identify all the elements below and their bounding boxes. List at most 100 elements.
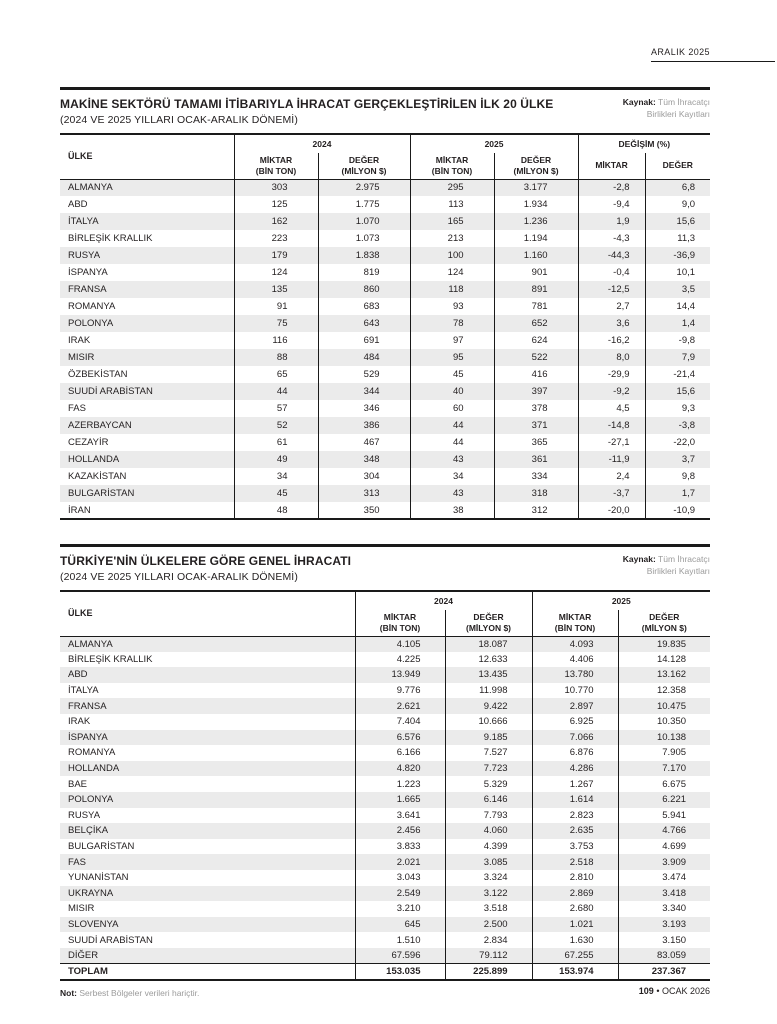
value-cell: 2.518 (531, 854, 619, 870)
value-cell: 1.073 (317, 230, 411, 247)
country-cell: FRANSA (68, 284, 107, 295)
col-header-value-2025: DEĞER (MİLYON $) (617, 610, 711, 636)
value-cell: 11,3 (644, 230, 711, 247)
country-cell: ABD (68, 669, 88, 681)
value-cell: 2.456 (354, 823, 445, 839)
value-cell: 15,6 (644, 383, 711, 400)
section-titles: MAKİNE SEKTÖRÜ TAMAMI İTİBARIYLA İHRACAT… (60, 97, 553, 126)
country-cell: İTALYA (68, 685, 99, 697)
value-cell: 1.236 (493, 213, 579, 230)
value-cell: 397 (493, 383, 579, 400)
table-row: ROMANYA 6.166 7.527 6.876 7.905 (60, 745, 711, 761)
value-cell: 624 (493, 332, 579, 349)
country-cell: YUNANİSTAN (68, 872, 129, 884)
country-cell: AZERBAYCAN (68, 420, 132, 431)
country-cell: ROMANYA (68, 747, 116, 759)
value-cell: 125 (233, 196, 318, 213)
table-header: ÜLKE 2024 2025 MİKTAR (BİN TON) DEĞER (MİL… (60, 591, 711, 636)
value-cell: 116 (233, 332, 318, 349)
section-head: MAKİNE SEKTÖRÜ TAMAMI İTİBARIYLA İHRACAT… (60, 87, 710, 133)
value-cell: 312 (493, 502, 579, 519)
total-row: TOPLAM 153.035 225.899 153.974 237.367 (60, 962, 711, 981)
value-cell: -22,0 (644, 434, 711, 451)
value-cell: 4.093 (531, 636, 619, 652)
value-cell: 49 (233, 451, 318, 468)
value-cell: 83.059 (617, 947, 711, 964)
table-row: AZERBAYCAN 52 386 44 371 -14,8 -3,8 (60, 417, 711, 434)
country-cell: SUUDİ ARABİSTAN (68, 934, 153, 946)
country-cell: İRAN (68, 504, 91, 516)
value-cell: 3,6 (577, 315, 646, 332)
table-row: BİRLEŞİK KRALLIK 4.225 12.633 4.406 14.128 (60, 651, 711, 668)
col-group-2024: 2024 (233, 134, 411, 153)
table-row: SUUDİ ARABİSTAN 1.510 2.834 1.630 3.150 (60, 932, 711, 948)
value-cell: 2.549 (354, 885, 445, 902)
table-row: ABD 13.949 13.435 13.780 13.162 (60, 667, 711, 683)
value-cell: 3.193 (617, 916, 711, 933)
value-cell: 6.146 (444, 791, 533, 808)
value-cell: 303 (233, 179, 318, 196)
country-cell: DİĞER (68, 949, 99, 961)
country-cell: FAS (68, 403, 86, 414)
value-cell: 3.418 (617, 885, 711, 902)
table-row: BAE 1.223 5.329 1.267 6.675 (60, 776, 711, 792)
table-row: İTALYA 162 1.070 165 1.236 1,9 15,6 (60, 213, 711, 230)
country-cell: ÖZBEKİSTAN (68, 369, 128, 380)
value-cell: 2.834 (444, 932, 533, 948)
value-cell: 6.876 (531, 745, 619, 761)
table-row: UKRAYNA 2.549 3.122 2.869 3.418 (60, 885, 711, 902)
section-head: TÜRKİYE'NİN ÜLKELERE GÖRE GENEL İHRACATI… (60, 544, 710, 590)
value-cell: 7.723 (444, 760, 533, 777)
value-cell: 60 (409, 400, 495, 417)
value-cell: 10.350 (617, 713, 711, 730)
value-cell: 1.838 (317, 247, 411, 264)
value-cell: 165 (409, 213, 495, 230)
value-cell: 2.975 (317, 179, 411, 196)
section-general-exports: TÜRKİYE'NİN ÜLKELERE GÖRE GENEL İHRACATI… (60, 544, 711, 999)
value-cell: 522 (493, 349, 579, 366)
value-cell: 2.635 (531, 823, 619, 839)
value-cell: 4.699 (617, 838, 711, 855)
value-cell: 65 (233, 366, 318, 383)
value-cell: 1.194 (493, 230, 579, 247)
footnote-label: Not: (60, 988, 77, 999)
col-header-amount-2025: MİKTAR (BİN TON) (531, 610, 619, 636)
col-group-2025: 2025 (409, 134, 579, 153)
value-cell: 44 (409, 434, 495, 451)
value-cell: 9,3 (644, 400, 711, 417)
value-cell: 124 (409, 264, 495, 281)
value-cell: -10,9 (644, 502, 711, 519)
country-cell: FAS (68, 856, 86, 868)
value-cell: -16,2 (577, 332, 646, 349)
value-cell: 52 (233, 417, 318, 434)
issue-label: ARALIK 2025 (651, 47, 710, 57)
value-cell: 652 (493, 315, 579, 332)
table-row: IRAK 7.404 10.666 6.925 10.350 (60, 713, 711, 730)
table-row: RUSYA 179 1.838 100 1.160 -44,3 -36,9 (60, 247, 711, 264)
table-row: FAS 57 346 60 378 4,5 9,3 (60, 400, 711, 417)
col-header-country: ÜLKE (68, 608, 93, 619)
value-cell: 484 (317, 349, 411, 366)
value-cell: 3.753 (531, 838, 619, 855)
col-group-2025: 2025 (531, 591, 711, 610)
value-cell: 10,1 (644, 264, 711, 281)
value-cell: 9.422 (444, 698, 533, 714)
source-text-line2: Birlikleri Kayıtları (646, 108, 710, 119)
table-row: İTALYA 9.776 11.998 10.770 12.358 (60, 682, 711, 699)
table-row: ALMANYA 303 2.975 295 3.177 -2,8 6,8 (60, 179, 711, 196)
value-cell: 10.475 (617, 698, 711, 714)
value-cell: 12.358 (617, 682, 711, 699)
value-cell: 6.221 (617, 791, 711, 808)
table-row: MISIR 3.210 3.518 2.680 3.340 (60, 901, 711, 917)
col-header-amount-2024: MİKTAR (BİN TON) (233, 153, 318, 179)
table-row: DİĞER 67.596 79.112 67.255 83.059 (60, 947, 711, 964)
country-cell: UKRAYNA (68, 887, 114, 899)
value-cell: 45 (409, 366, 495, 383)
value-cell: -2,8 (577, 179, 646, 196)
col-header-country: ÜLKE (68, 151, 93, 162)
value-cell: 3.324 (444, 869, 533, 886)
value-cell: 7,9 (644, 349, 711, 366)
value-cell: 371 (493, 417, 579, 434)
value-cell: 9.185 (444, 729, 533, 746)
value-cell: 1.223 (354, 776, 445, 792)
